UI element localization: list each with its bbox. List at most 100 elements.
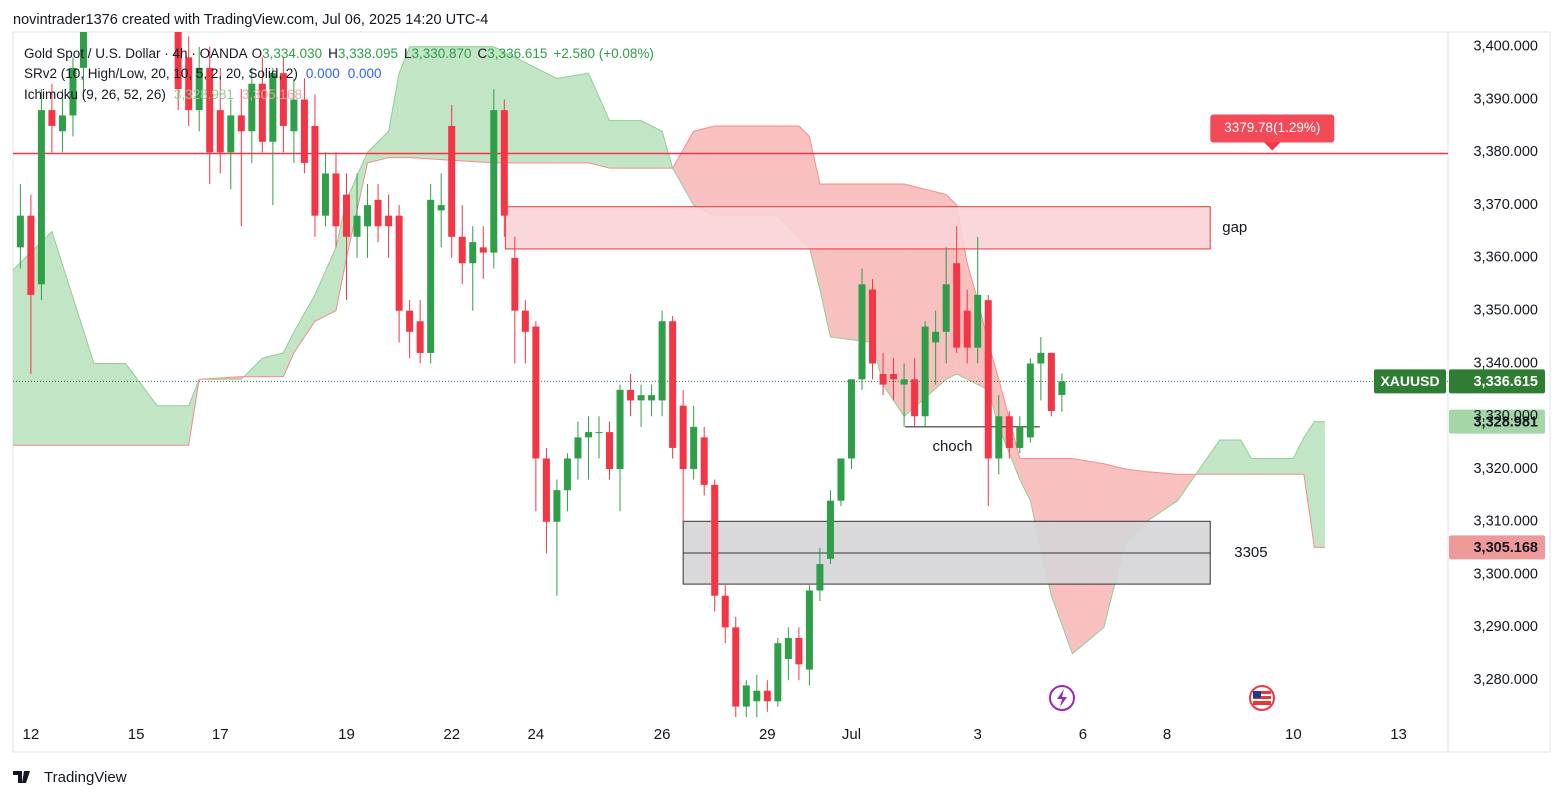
candle-body [1037, 352, 1045, 364]
candle-body [932, 331, 940, 343]
y-tick-label: 3,380.000 [1473, 144, 1538, 160]
price-line-arrow [1264, 142, 1281, 151]
candle-body [248, 83, 256, 132]
footer: TradingView [13, 769, 127, 786]
cloud-fill [1146, 471, 1178, 522]
candle-body [637, 395, 645, 401]
y-tick-label: 3,340.000 [1473, 355, 1538, 371]
candle-body [921, 326, 929, 417]
candle-body [1026, 363, 1034, 438]
candle-body [490, 110, 498, 253]
y-tick-label: 3,400.000 [1473, 39, 1538, 55]
x-tick-label: 15 [128, 726, 145, 743]
cloud-fill [1293, 437, 1304, 475]
candle-body [816, 564, 824, 591]
price-label-box [1449, 409, 1545, 434]
cloud-fill [1314, 421, 1325, 548]
cloud-fill [293, 294, 315, 353]
candle-body [1047, 352, 1055, 411]
y-tick-label: 3,370.000 [1473, 197, 1538, 213]
structure-label: choch [932, 438, 972, 455]
indicator-name: SRv2 (10, High/Low, 20, 10, 5, 2, 20, So… [24, 66, 298, 81]
candle-body [458, 236, 466, 264]
cloud-fill [51, 231, 95, 446]
candle-body [353, 215, 361, 237]
candle-body [900, 379, 908, 385]
cloud-fill [967, 263, 978, 385]
candle-body [911, 379, 919, 417]
candle-body [511, 257, 519, 311]
candle-body [448, 125, 456, 237]
candle-body [574, 437, 582, 459]
candle-body [869, 289, 877, 364]
candle-body [427, 199, 435, 353]
candle-body [753, 690, 761, 702]
legend-key: H [328, 46, 338, 61]
legend: Gold Spot / U.S. Dollar · 4h · OANDA O3,3… [24, 46, 654, 102]
flag-stripe [1253, 699, 1271, 701]
candle-body [711, 484, 719, 596]
x-tick-label: 13 [1390, 726, 1407, 743]
candle-body [953, 263, 961, 348]
legend-line: SRv2 (10, High/Low, 20, 10, 5, 2, 20, So… [24, 66, 382, 81]
cloud-fill [609, 120, 642, 169]
candle-body [974, 294, 982, 348]
y-tick-label: 3,350.000 [1473, 303, 1538, 319]
event-icon[interactable] [1049, 685, 1075, 711]
candle-body [237, 115, 245, 132]
cloud-fill [693, 125, 715, 216]
candle-body [332, 173, 340, 227]
candle-body [227, 115, 235, 153]
cloud-fill [399, 46, 410, 158]
header-title: novintrader1376 created with TradingView… [13, 12, 488, 28]
candle-body [700, 437, 708, 485]
candle-body [742, 685, 750, 707]
candle-body [385, 215, 393, 227]
cloud-fill [314, 247, 336, 322]
indicator-value: 0.000 [348, 66, 382, 81]
cloud-fill [556, 73, 589, 163]
price-label: 3,336.615 [1473, 374, 1538, 390]
plot-area [13, 32, 1448, 718]
candle-body [584, 432, 592, 438]
price-line-label: 3379.78(1.29%) [1224, 120, 1320, 135]
legend-value: 3,336.615 [487, 46, 547, 61]
x-tick-label: Jul [842, 726, 861, 743]
price-label-box [1449, 369, 1545, 394]
candle-body [216, 110, 224, 153]
cloud-fill [1019, 458, 1031, 501]
cloud-fill [641, 120, 663, 169]
candle-body [679, 405, 687, 470]
candle-body [553, 490, 561, 522]
candle-body [616, 389, 624, 470]
candle-body [732, 627, 740, 707]
cloud-fill [94, 363, 126, 446]
cloud-fill [283, 331, 294, 377]
flag-icon[interactable] [1249, 685, 1275, 711]
candle-body [774, 643, 782, 702]
candle-body [27, 215, 35, 295]
brand: TradingView [44, 769, 127, 786]
candle-body [279, 73, 287, 126]
candle-body [847, 379, 855, 459]
candle-body [837, 458, 845, 501]
x-tick-label: 22 [443, 726, 460, 743]
x-tick-label: 12 [23, 726, 40, 743]
cloud-fill [388, 73, 400, 158]
candle-body [58, 115, 66, 132]
cloud-fill [125, 363, 158, 446]
price-line-label-box [1210, 114, 1335, 143]
legend-value: 3,338.095 [338, 46, 398, 61]
overlay: gap 3305 3379.78(1.29%) choch 3,336.615 XAUUS… [932, 114, 1545, 561]
candle-body [542, 458, 550, 522]
flag-canton [1253, 691, 1261, 698]
candle-body [343, 194, 351, 237]
candle-body [364, 205, 372, 227]
candle-body [521, 310, 529, 332]
candle-body [1016, 426, 1024, 448]
cloud-fill [1303, 421, 1315, 548]
legend-value: 3,334.030 [262, 46, 322, 61]
flag-stripe [1253, 694, 1271, 696]
x-tick-label: 24 [528, 726, 545, 743]
candle-body [532, 326, 540, 459]
